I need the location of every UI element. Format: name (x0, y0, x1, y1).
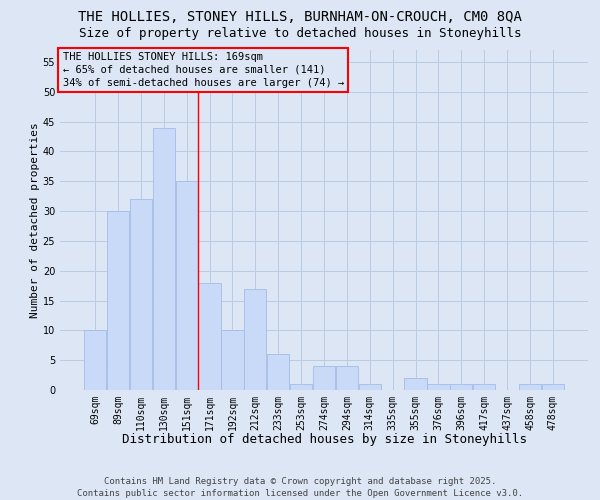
Bar (107, 211, 129, 390)
Text: THE HOLLIES STONEY HILLS: 169sqm
← 65% of detached houses are smaller (141)
34% : THE HOLLIES STONEY HILLS: 169sqm ← 65% o… (62, 52, 344, 88)
Bar (130, 199, 152, 390)
Bar (199, 282, 221, 390)
Bar (427, 384, 449, 390)
Bar (450, 384, 472, 390)
Text: Size of property relative to detached houses in Stoneyhills: Size of property relative to detached ho… (79, 28, 521, 40)
Bar (84, 330, 106, 390)
Bar (176, 181, 198, 390)
Text: THE HOLLIES, STONEY HILLS, BURNHAM-ON-CROUCH, CM0 8QA: THE HOLLIES, STONEY HILLS, BURNHAM-ON-CR… (78, 10, 522, 24)
Text: Contains HM Land Registry data © Crown copyright and database right 2025.
Contai: Contains HM Land Registry data © Crown c… (77, 476, 523, 498)
Bar (542, 384, 564, 390)
Bar (267, 354, 289, 390)
Bar (244, 288, 266, 390)
Bar (336, 366, 358, 390)
Y-axis label: Number of detached properties: Number of detached properties (30, 122, 40, 318)
Bar (313, 366, 335, 390)
Bar (359, 384, 381, 390)
X-axis label: Distribution of detached houses by size in Stoneyhills: Distribution of detached houses by size … (121, 433, 527, 446)
Bar (290, 384, 312, 390)
Bar (221, 330, 244, 390)
Bar (404, 378, 427, 390)
Bar (152, 128, 175, 390)
Bar (519, 384, 541, 390)
Bar (473, 384, 496, 390)
